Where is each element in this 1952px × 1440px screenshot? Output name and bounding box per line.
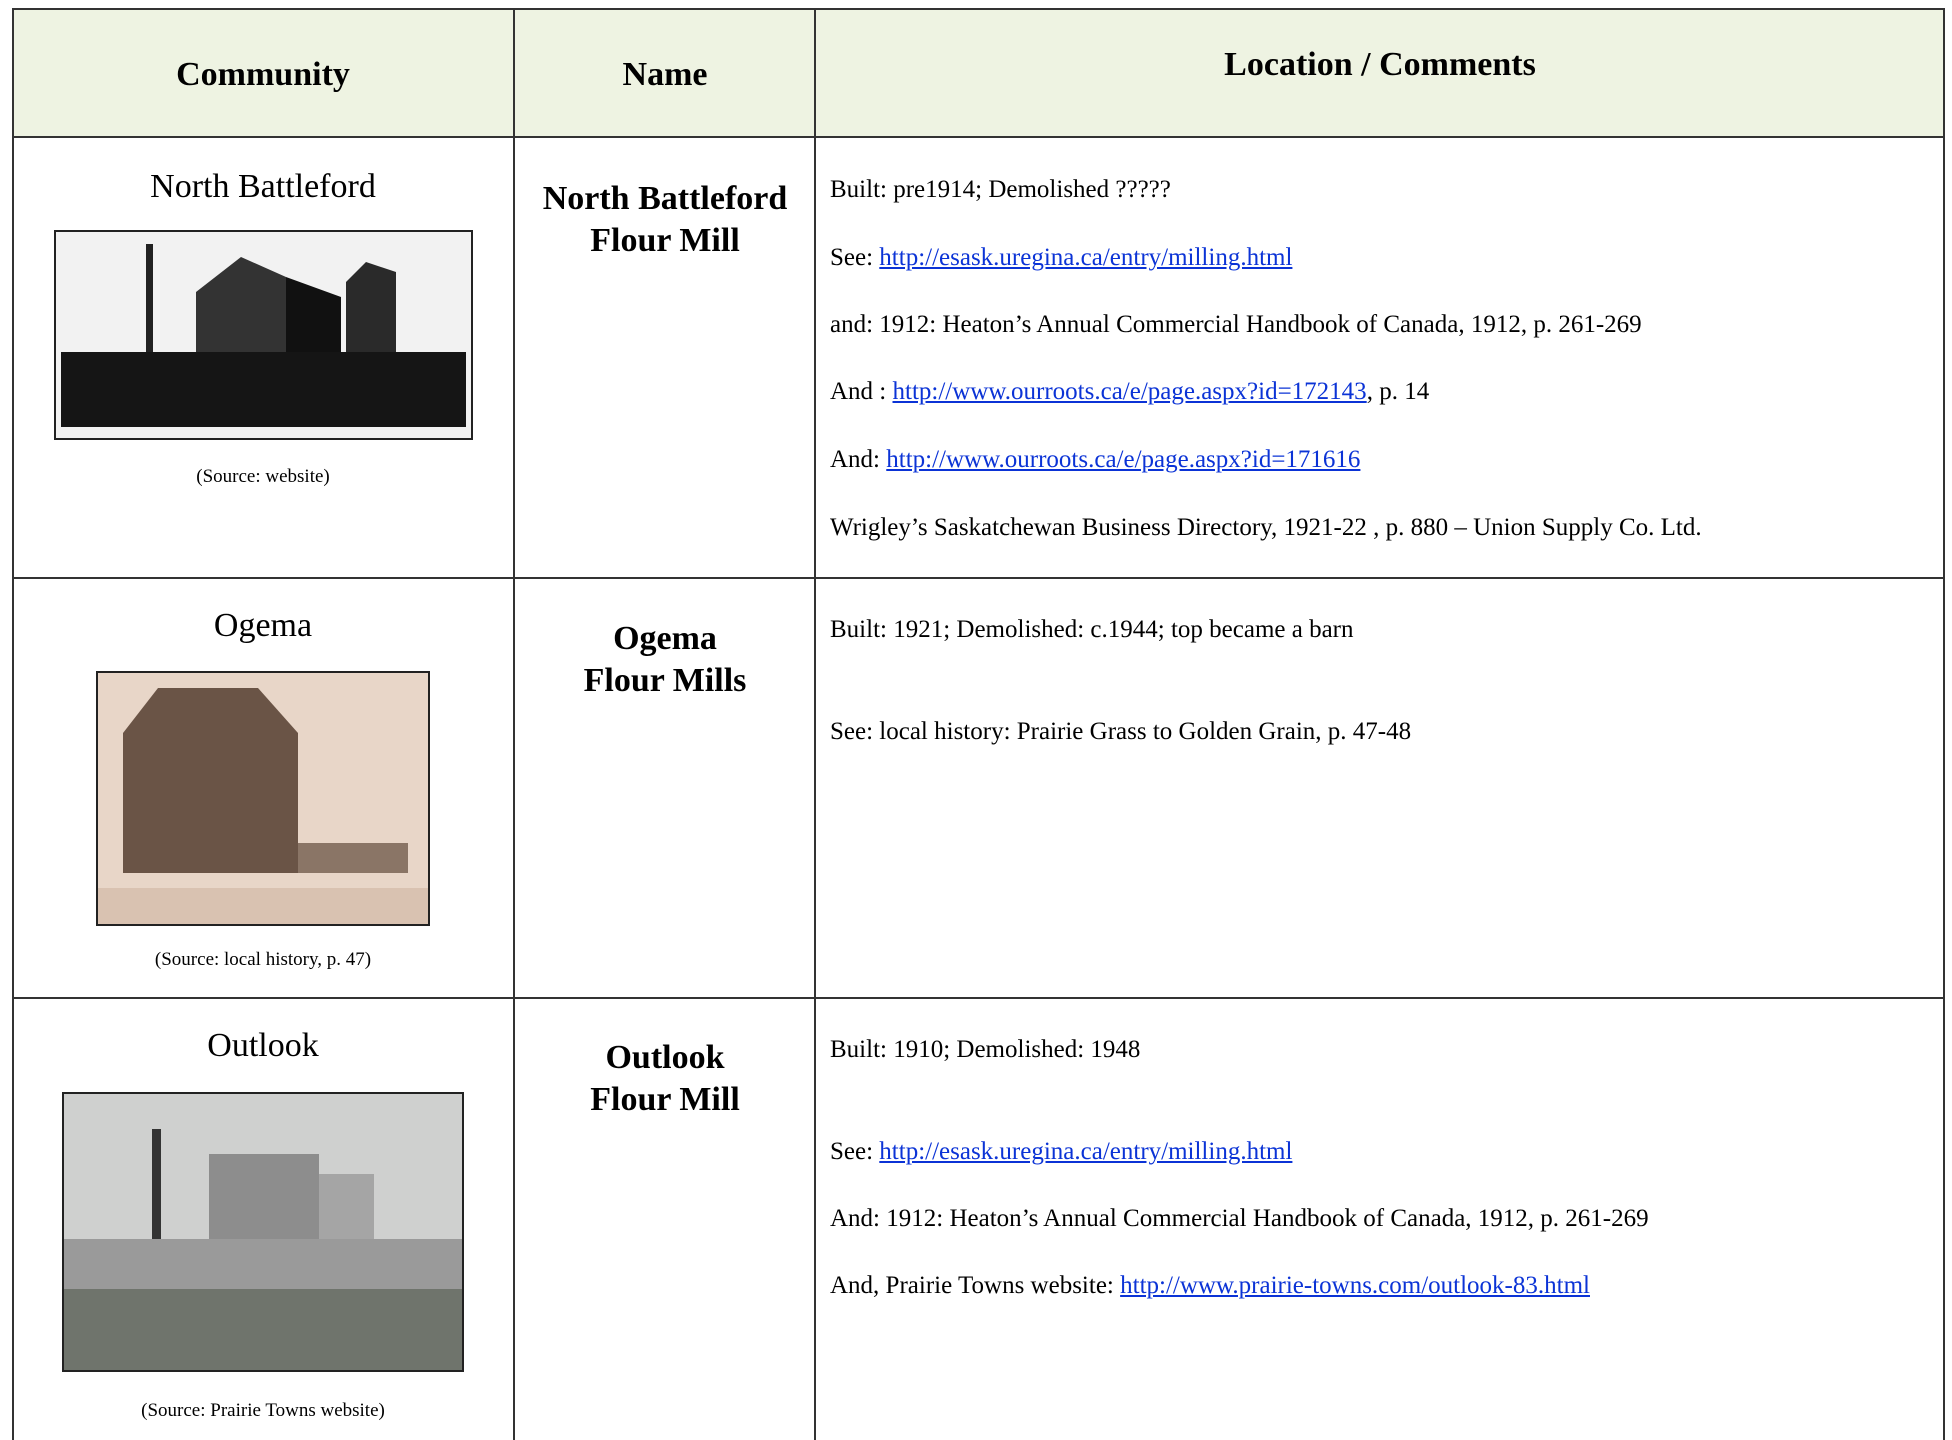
link[interactable]: http://esask.uregina.ca/entry/milling.ht…: [879, 1138, 1293, 1165]
mill-name: Ogema Flour Mills: [584, 618, 747, 702]
border: [12, 136, 1945, 138]
photo-art: [98, 688, 428, 924]
comment-text: , p. 14: [1366, 378, 1430, 405]
comment-line: See: http://esask.uregina.ca/entry/milli…: [830, 1138, 1292, 1166]
name-line: Flour Mill: [590, 222, 740, 259]
comment-text: Built: pre1914; Demolished ?????: [830, 176, 1171, 203]
photo-art: [61, 244, 466, 427]
name-line: Flour Mills: [583, 662, 747, 699]
photo: [54, 230, 473, 440]
header-background: [12, 8, 1945, 137]
name-line: Ogema: [613, 620, 717, 657]
image-source: (Source: website): [196, 466, 330, 487]
community: North Battleford: [150, 168, 376, 205]
comment-text: And :: [830, 378, 893, 405]
comment-line: Built: pre1914; Demolished ?????: [830, 176, 1171, 204]
name-line: Flour Mill: [590, 1081, 740, 1118]
photo: [96, 671, 430, 926]
photo-art: [64, 1129, 462, 1370]
comment-line: And: http://www.ourroots.ca/e/page.aspx?…: [830, 446, 1360, 474]
comment-line: Built: 1910; Demolished: 1948: [830, 1036, 1140, 1064]
comment-text: And: 1912: Heaton’s Annual Commercial Ha…: [830, 1205, 1649, 1232]
comment-text: See: local history: Prairie Grass to Gol…: [830, 718, 1412, 745]
border: [12, 8, 1945, 10]
border: [12, 997, 1945, 999]
comment-line: Built: 1921; Demolished: c.1944; top bec…: [830, 616, 1354, 644]
column-header: Community: [176, 56, 350, 93]
photo: [62, 1092, 464, 1372]
community: Outlook: [207, 1027, 319, 1064]
column-header: Name: [622, 56, 708, 93]
comment-line: And : http://www.ourroots.ca/e/page.aspx…: [830, 378, 1429, 406]
border: [513, 8, 515, 1440]
name-line: Outlook: [605, 1039, 725, 1076]
link[interactable]: http://www.prairie-towns.com/outlook-83.…: [1120, 1272, 1590, 1299]
community: Ogema: [213, 607, 313, 644]
comment-text: Built: 1921; Demolished: c.1944; top bec…: [830, 616, 1354, 643]
image-source: (Source: local history, p. 47): [154, 949, 372, 970]
name-line: North Battleford: [542, 180, 788, 217]
link[interactable]: http://esask.uregina.ca/entry/milling.ht…: [879, 244, 1293, 271]
column-header: Location / Comments: [1224, 46, 1536, 83]
mill-name: North Battleford Flour Mill: [543, 178, 788, 262]
comment-line: And: 1912: Heaton’s Annual Commercial Ha…: [830, 1205, 1649, 1233]
comment-line: and: 1912: Heaton’s Annual Commercial Ha…: [830, 311, 1642, 339]
border: [814, 8, 816, 1440]
border: [12, 577, 1945, 579]
comment-text: See:: [830, 244, 880, 271]
comment-line: See: http://esask.uregina.ca/entry/milli…: [830, 244, 1292, 272]
mill-name: Outlook Flour Mill: [590, 1037, 740, 1121]
comment-text: and: 1912: Heaton’s Annual Commercial Ha…: [830, 311, 1642, 338]
comment-line: See: local history: Prairie Grass to Gol…: [830, 718, 1411, 746]
link[interactable]: http://www.ourroots.ca/e/page.aspx?id=17…: [892, 378, 1367, 405]
link[interactable]: http://www.ourroots.ca/e/page.aspx?id=17…: [886, 446, 1361, 473]
comment-line: Wrigley’s Saskatchewan Business Director…: [830, 514, 1702, 542]
border: [12, 8, 14, 1440]
comment-text: And, Prairie Towns website:: [830, 1272, 1121, 1299]
comment-text: And:: [830, 446, 887, 473]
image-source: (Source: Prairie Towns website): [141, 1400, 385, 1421]
comment-line: And, Prairie Towns website: http://www.p…: [830, 1272, 1590, 1300]
comment-text: Built: 1910; Demolished: 1948: [830, 1036, 1141, 1063]
comment-text: See:: [830, 1138, 880, 1165]
comment-text: Wrigley’s Saskatchewan Business Director…: [830, 514, 1702, 541]
border: [1943, 8, 1945, 1440]
